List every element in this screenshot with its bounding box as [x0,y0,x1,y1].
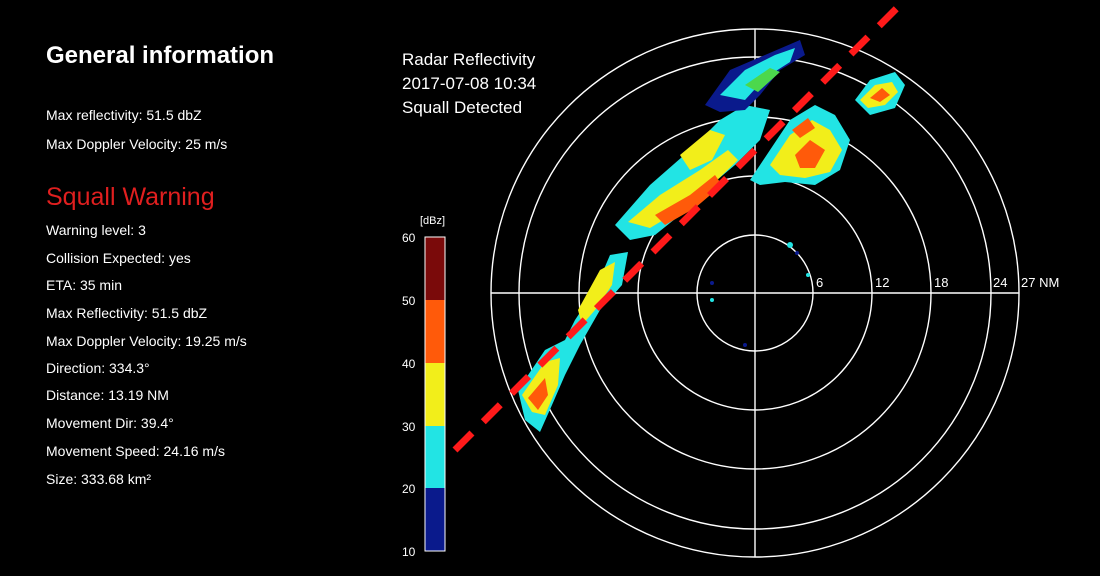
colorbar-band-40-50 [425,300,445,363]
range-label-24: 24 [993,275,1007,290]
colorbar-band-10-20 [425,488,445,551]
direction-text: Direction: 334.3° [46,360,150,376]
colorbar-tick-10: 10 [402,545,416,559]
echo-speck-1 [787,242,793,248]
range-label-6: 6 [816,275,823,290]
collision-expected-text: Collision Expected: yes [46,250,191,266]
echo-green-north [745,68,780,92]
echo-yellow-sw2 [578,262,615,325]
radar-timestamp: 2017-07-08 10:34 [402,74,537,93]
echo-speck-3 [710,281,714,285]
colorbar-tick-20: 20 [402,482,416,496]
info-panel: General information Max reflectivity: 51… [0,0,380,576]
echo-cyan-north [720,48,795,100]
colorbar-band-50-60 [425,237,445,300]
max-reflectivity-text: Max reflectivity: 51.5 dbZ [46,107,202,123]
colorbar-tick-60: 60 [402,231,416,245]
echo-speck-6 [743,343,747,347]
max-doppler-text: Max Doppler Velocity: 25 m/s [46,136,228,152]
echo-yellow-mid2 [680,130,725,170]
eta-text: ETA: 35 min [46,277,122,293]
squall-warning-title: Squall Warning [46,183,215,211]
radar-header: Radar Reflectivity 2017-07-08 10:34 Squa… [402,48,536,120]
echo-orange-far-ne [870,88,890,102]
radar-status: Squall Detected [402,98,523,117]
echo-yellow-mid [628,150,738,228]
echo-orange-mid [655,175,722,225]
range-label-27: 27 NM [1021,275,1059,290]
colorbar-tick-40: 40 [402,357,416,371]
distance-text: Distance: 13.19 NM [46,387,169,403]
colorbar-frame [424,236,446,552]
warning-level-text: Warning level: 3 [46,222,146,238]
echo-speck-4 [806,273,810,277]
echo-orange-ne2 [792,118,815,138]
general-info-title: General information [46,42,275,69]
colorbar-tick-30: 30 [402,420,416,434]
echo-speck-5 [710,298,714,302]
echo-speck-2 [795,251,799,255]
warning-max-doppler-text: Max Doppler Velocity: 19.25 m/s [46,333,247,349]
colorbar-band-20-30 [425,426,445,488]
echo-orange-sw [528,378,548,410]
colorbar-band-30-40 [425,363,445,426]
reflectivity-echoes [518,40,905,432]
range-label-18: 18 [934,275,948,290]
movement-dir-text: Movement Dir: 39.4° [46,415,174,431]
radar-title: Radar Reflectivity [402,50,536,69]
movement-speed-text: Movement Speed: 24.16 m/s [46,443,225,459]
squall-line [452,0,908,453]
size-text: Size: 333.68 km² [46,471,152,487]
range-label-12: 12 [875,275,889,290]
echo-orange-ne [795,140,825,168]
colorbar-tick-50: 50 [402,294,416,308]
warning-max-reflectivity-text: Max Reflectivity: 51.5 dbZ [46,305,208,321]
colorbar-unit: [dBz] [420,215,446,227]
